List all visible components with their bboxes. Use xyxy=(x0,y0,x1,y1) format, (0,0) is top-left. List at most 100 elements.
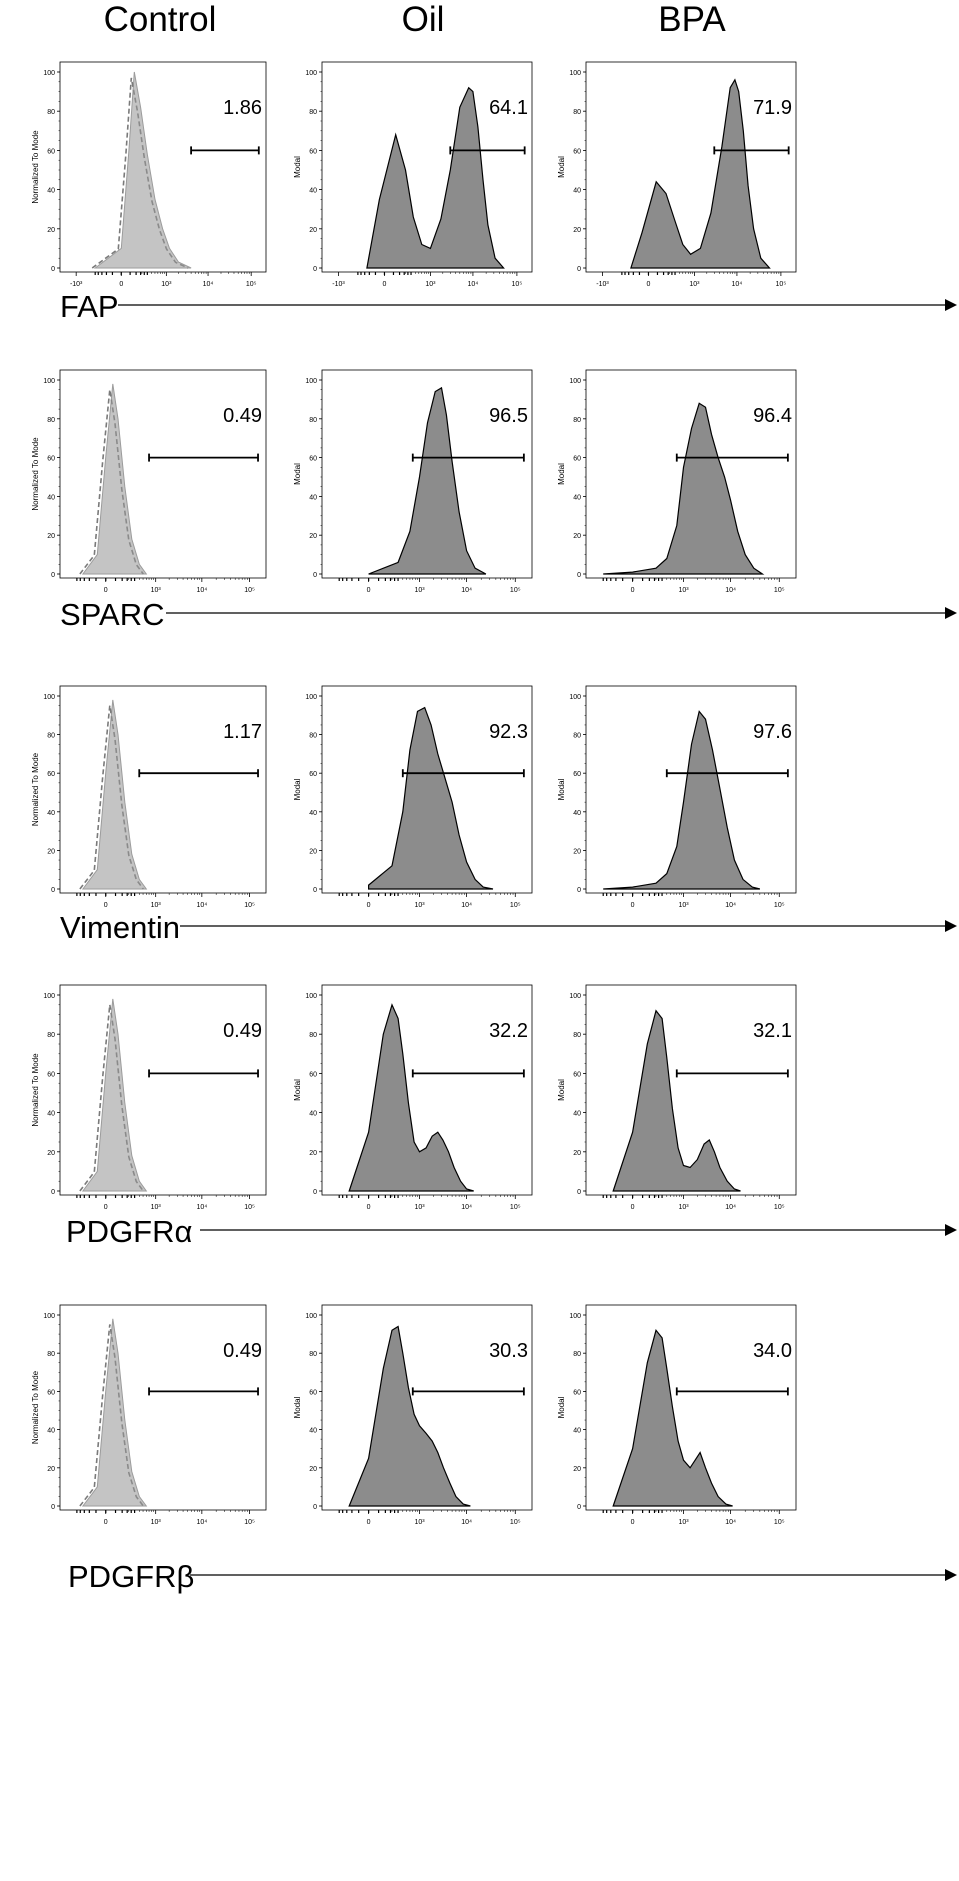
x-tick-label: 10⁵ xyxy=(510,587,521,594)
y-axis-label: Modal xyxy=(293,1079,302,1101)
x-tick-label: 10⁵ xyxy=(774,1519,785,1526)
marker-axis-label: SPARC xyxy=(60,597,165,632)
panel-sparc-oil: 0 20 40 60 80 100 0 10³ 10⁴ 10⁵ Modal 96.5 xyxy=(293,369,533,594)
y-tick-label: 80 xyxy=(309,1032,317,1039)
marker-axis-label: Vimentin xyxy=(60,910,180,945)
x-tick-label: -10³ xyxy=(596,281,609,288)
x-tick-label: 10⁵ xyxy=(774,587,785,594)
x-tick-label: 0 xyxy=(647,281,651,288)
y-tick-label: 40 xyxy=(573,188,581,195)
y-axis-label: Modal xyxy=(293,1396,302,1418)
y-tick-label: 20 xyxy=(573,227,581,234)
x-tick-label: 10³ xyxy=(414,587,425,594)
x-tick-label: 10⁴ xyxy=(725,902,736,909)
histogram-sample xyxy=(630,78,771,269)
y-tick-label: 40 xyxy=(309,188,317,195)
x-tick-label: 10³ xyxy=(689,281,700,288)
x-tick-label: 0 xyxy=(631,1519,635,1526)
y-tick-label: 0 xyxy=(51,1504,55,1511)
y-tick-label: 80 xyxy=(47,1032,55,1039)
y-tick-label: 80 xyxy=(573,733,581,740)
y-tick-label: 60 xyxy=(47,148,55,155)
x-tick-label: 10³ xyxy=(678,1204,689,1211)
y-tick-label: 0 xyxy=(313,572,317,579)
x-tick-label: 10⁴ xyxy=(196,1204,207,1211)
x-tick-label: 0 xyxy=(631,1204,635,1211)
x-tick-label: 10⁴ xyxy=(461,587,472,594)
y-tick-label: 20 xyxy=(309,227,317,234)
y-tick-label: 40 xyxy=(309,1428,317,1435)
y-tick-label: 80 xyxy=(47,733,55,740)
gate-percent-label: 92.3 xyxy=(489,721,528,743)
y-tick-label: 100 xyxy=(305,993,317,1000)
histogram-isotype-fill xyxy=(93,71,192,269)
gate-percent-label: 34.0 xyxy=(753,1340,792,1362)
y-tick-label: 40 xyxy=(573,1111,581,1118)
y-tick-label: 60 xyxy=(573,1389,581,1396)
y-tick-label: 60 xyxy=(573,771,581,778)
x-tick-label: 10³ xyxy=(151,587,162,594)
panel-vimentin-bpa: 0 20 40 60 80 100 0 10³ 10⁴ 10⁵ Modal 97.6 xyxy=(557,685,797,909)
y-tick-label: 0 xyxy=(577,1504,581,1511)
x-tick-label: 10⁴ xyxy=(725,587,736,594)
x-tick-label: 10⁴ xyxy=(468,281,479,288)
marker-axis-label: FAP xyxy=(60,289,119,324)
y-axis-label: Modal xyxy=(293,156,302,178)
y-tick-label: 60 xyxy=(47,456,55,463)
panel-fap-control: 0 20 40 60 80 100 -10³ 0 10³ 10⁴ 10⁵ Normalized To … xyxy=(31,61,267,288)
gate-percent-label: 71.9 xyxy=(753,97,792,119)
y-axis-label: Modal xyxy=(557,156,566,178)
x-tick-label: 10⁵ xyxy=(510,1519,521,1526)
y-tick-label: 40 xyxy=(309,1111,317,1118)
histogram-isotype-fill xyxy=(81,383,148,575)
y-tick-label: 0 xyxy=(577,887,581,894)
row-sparc: 0 20 40 60 80 100 0 10³ 10⁴ 10⁵ Normalized To Mode… xyxy=(31,369,957,632)
histogram-sample xyxy=(603,710,761,890)
y-tick-label: 60 xyxy=(309,148,317,155)
plot-frame xyxy=(59,984,267,1196)
y-tick-label: 80 xyxy=(47,417,55,424)
x-tick-label: 0 xyxy=(104,1519,108,1526)
y-tick-label: 20 xyxy=(573,848,581,855)
gate-percent-label: 32.1 xyxy=(753,1020,792,1042)
y-tick-label: 60 xyxy=(573,1071,581,1078)
x-tick-label: 0 xyxy=(367,1519,371,1526)
histogram-sample xyxy=(612,1009,741,1192)
x-tick-label: 10⁴ xyxy=(461,902,472,909)
y-axis-label: Normalized To Mode xyxy=(31,1370,40,1444)
x-tick-label: 10⁵ xyxy=(510,902,521,909)
y-tick-label: 60 xyxy=(47,1389,55,1396)
y-tick-label: 20 xyxy=(47,227,55,234)
y-axis-label: Modal xyxy=(557,1079,566,1101)
panel-sparc-control: 0 20 40 60 80 100 0 10³ 10⁴ 10⁵ Normalized To Mode… xyxy=(31,369,267,594)
x-tick-label: 0 xyxy=(104,1204,108,1211)
y-tick-label: 20 xyxy=(309,1150,317,1157)
axis-arrow-head xyxy=(945,920,957,932)
x-tick-label: 0 xyxy=(631,587,635,594)
histogram-inner-shade xyxy=(95,72,192,268)
histogram-isotype-fill xyxy=(81,699,148,890)
row-pdgfr: 0 20 40 60 80 100 0 10³ 10⁴ 10⁵ Normalized To Mode… xyxy=(31,1304,957,1594)
y-tick-label: 60 xyxy=(573,456,581,463)
y-tick-label: 0 xyxy=(51,887,55,894)
y-tick-label: 100 xyxy=(43,378,55,385)
y-tick-label: 60 xyxy=(309,1389,317,1396)
y-tick-label: 100 xyxy=(569,694,581,701)
panel-pdgfr-oil: 0 20 40 60 80 100 0 10³ 10⁴ 10⁵ Modal 30.3 xyxy=(293,1304,533,1526)
y-tick-label: 0 xyxy=(577,266,581,273)
y-tick-label: 40 xyxy=(47,1428,55,1435)
y-tick-label: 0 xyxy=(577,1189,581,1196)
x-tick-label: 10⁴ xyxy=(196,1519,207,1526)
y-tick-label: 0 xyxy=(577,572,581,579)
plot-frame xyxy=(59,1304,267,1511)
y-tick-label: 0 xyxy=(51,572,55,579)
y-tick-label: 20 xyxy=(309,533,317,540)
x-tick-label: 10⁴ xyxy=(725,1204,736,1211)
y-tick-label: 0 xyxy=(313,266,317,273)
y-tick-label: 80 xyxy=(47,1351,55,1358)
histogram-sample xyxy=(368,706,494,890)
x-tick-label: 10⁴ xyxy=(725,1519,736,1526)
y-tick-label: 60 xyxy=(309,771,317,778)
histogram-dashed-overlay xyxy=(79,1324,144,1507)
